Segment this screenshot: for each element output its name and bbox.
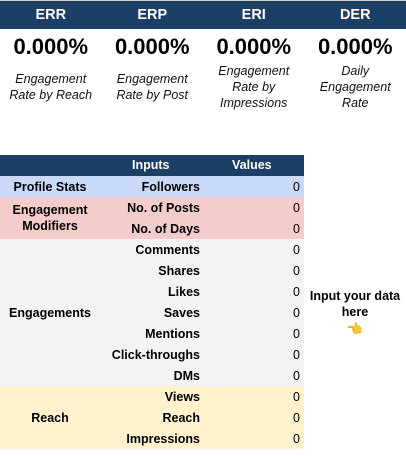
dms-value-cell[interactable]: 0 [293,368,300,383]
top-divider [0,0,406,1]
metric-code-der: DER [339,7,371,23]
row-label: No. of Posts [127,200,200,215]
column-header-inputs: Inputs [132,158,170,172]
group-label: Engagements [9,305,91,320]
metrics-values: 0.000% Engagement Rate by Reach 0.000% E… [0,29,406,111]
impressions-value-cell[interactable]: 0 [293,431,300,446]
metric-value: 0.000% [114,34,190,59]
inputs-table: Inputs Values Profile Stats Followers 0 … [0,155,304,449]
row-label: Views [164,389,200,404]
table-row: No. of Days 0 [100,218,304,239]
days-value-cell[interactable]: 0 [293,221,300,236]
group-profile-stats: Profile Stats Followers 0 [0,176,304,197]
group-engagements: Engagements Comments 0 Shares 0 Likes 0 … [0,239,304,386]
table-row: Followers 0 [100,176,304,197]
metric-value: 0.000% [216,34,292,59]
column-header-values: Values [232,158,272,172]
metric-code-err: ERR [35,7,67,23]
group-label: Engagement Modifiers [12,203,88,233]
posts-value-cell[interactable]: 0 [293,200,300,215]
comments-value-cell[interactable]: 0 [293,242,300,257]
metric-erp[interactable]: 0.000% Engagement Rate by Post [102,29,204,111]
metric-err[interactable]: 0.000% Engagement Rate by Reach [0,29,102,111]
metric-code-eri: ERI [241,7,266,23]
group-label: Profile Stats [13,179,87,194]
group-reach: Reach Views 0 Reach 0 Impressions 0 [0,386,304,449]
pointing-hand-icon: 👈 [346,321,364,336]
metric-description: Engagement Rate by Reach [9,72,93,102]
group-engagement-modifiers: Engagement Modifiers No. of Posts 0 No. … [0,197,304,239]
metric-value: 0.000% [13,34,89,59]
row-label: No. of Days [131,221,200,236]
row-label: Likes [168,284,200,299]
input-hint: Input your data here 👈 [304,288,406,338]
table-row: Impressions 0 [100,428,304,449]
table-row: No. of Posts 0 [100,197,304,218]
table-row: Likes 0 [100,281,304,302]
row-label: Comments [135,242,200,257]
metric-der[interactable]: 0.000% Daily Engagement Rate [305,29,406,111]
click-throughs-value-cell[interactable]: 0 [293,347,300,362]
row-label: Followers [141,179,200,194]
row-label: DMs [173,368,200,383]
table-row: Shares 0 [100,260,304,281]
saves-value-cell[interactable]: 0 [293,305,300,320]
table-header: Inputs Values [0,155,304,176]
metric-eri[interactable]: 0.000% Engagement Rate by Impressions [203,29,305,111]
followers-value-cell[interactable]: 0 [293,179,300,194]
mentions-value-cell[interactable]: 0 [293,326,300,341]
row-label: Impressions [126,431,200,446]
row-label: Saves [163,305,200,320]
group-label: Reach [31,410,69,425]
metric-description: Engagement Rate by Post [116,72,189,102]
row-label: Click-throughs [111,347,200,362]
table-row: Saves 0 [100,302,304,323]
row-label: Mentions [145,326,200,341]
views-value-cell[interactable]: 0 [293,389,300,404]
table-row: Reach 0 [100,407,304,428]
table-row: Click-throughs 0 [100,344,304,365]
shares-value-cell[interactable]: 0 [293,263,300,278]
row-label: Shares [158,263,200,278]
metric-code-erp: ERP [137,7,168,23]
table-row: Comments 0 [100,239,304,260]
metric-value: 0.000% [317,34,393,59]
likes-value-cell[interactable]: 0 [293,284,300,299]
metrics-header: ERR ERP ERI DER [0,1,406,29]
table-row: Views 0 [100,386,304,407]
hint-text: Input your data here [309,289,401,319]
metric-description: Daily Engagement Rate [319,64,391,110]
table-row: Mentions 0 [100,323,304,344]
reach-value-cell[interactable]: 0 [293,410,300,425]
table-row: DMs 0 [100,365,304,386]
metric-description: Engagement Rate by Impressions [218,64,290,110]
row-label: Reach [162,410,200,425]
